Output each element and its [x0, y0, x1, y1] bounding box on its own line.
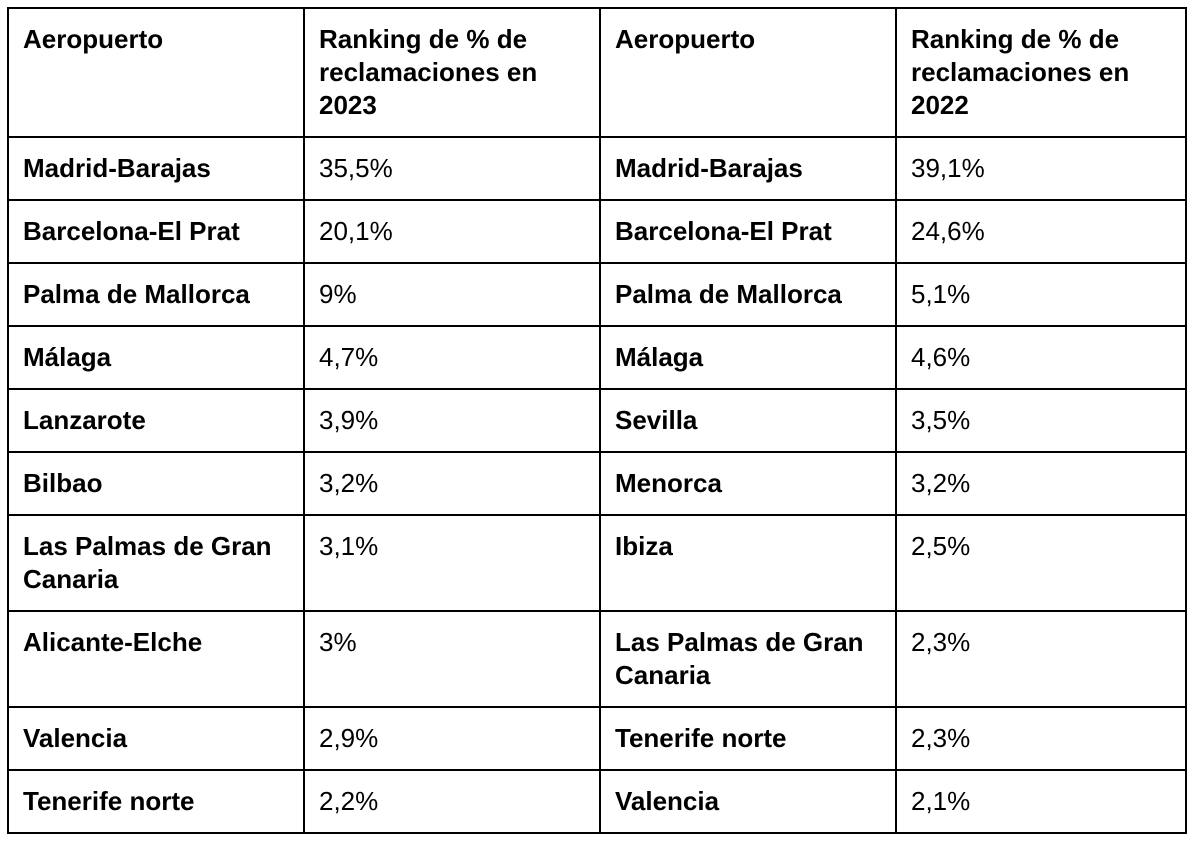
airport-2023-cell: Bilbao	[7, 451, 305, 516]
airport-2023-cell: Tenerife norte	[7, 769, 305, 834]
percent-2023-cell: 20,1%	[303, 199, 601, 264]
percent-2023-cell: 3,2%	[303, 451, 601, 516]
airport-2023-cell: Madrid-Barajas	[7, 136, 305, 201]
airport-2022-cell: Málaga	[599, 325, 897, 390]
percent-2022-cell: 3,2%	[895, 451, 1187, 516]
airport-2022-cell: Palma de Mallorca	[599, 262, 897, 327]
percent-2023-cell: 3%	[303, 610, 601, 708]
airport-2023-cell: Valencia	[7, 706, 305, 771]
percent-2023-cell: 4,7%	[303, 325, 601, 390]
airport-2022-cell: Valencia	[599, 769, 897, 834]
table-row: Barcelona-El Prat 20,1% Barcelona-El Pra…	[7, 199, 1187, 264]
airport-2023-cell: Málaga	[7, 325, 305, 390]
header-ranking-2022: Ranking de % de reclamaciones en 2022	[895, 7, 1187, 138]
airport-2022-cell: Madrid-Barajas	[599, 136, 897, 201]
table-container: Aeropuerto Ranking de % de reclamaciones…	[7, 7, 1187, 834]
percent-2022-cell: 39,1%	[895, 136, 1187, 201]
header-airport-2022: Aeropuerto	[599, 7, 897, 138]
table-row: Palma de Mallorca 9% Palma de Mallorca 5…	[7, 262, 1187, 327]
table-row: Málaga 4,7% Málaga 4,6%	[7, 325, 1187, 390]
percent-2022-cell: 2,5%	[895, 514, 1187, 612]
airport-2023-cell: Las Palmas de Gran Canaria	[7, 514, 305, 612]
percent-2022-cell: 4,6%	[895, 325, 1187, 390]
table-row: Valencia 2,9% Tenerife norte 2,3%	[7, 706, 1187, 771]
airport-2023-cell: Alicante-Elche	[7, 610, 305, 708]
percent-2022-cell: 2,3%	[895, 706, 1187, 771]
airport-2022-cell: Sevilla	[599, 388, 897, 453]
header-ranking-2023: Ranking de % de reclamaciones en 2023	[303, 7, 601, 138]
table-row: Alicante-Elche 3% Las Palmas de Gran Can…	[7, 610, 1187, 708]
percent-2023-cell: 9%	[303, 262, 601, 327]
airport-2023-cell: Barcelona-El Prat	[7, 199, 305, 264]
percent-2022-cell: 2,1%	[895, 769, 1187, 834]
percent-2023-cell: 2,2%	[303, 769, 601, 834]
airport-2023-cell: Lanzarote	[7, 388, 305, 453]
table-row: Madrid-Barajas 35,5% Madrid-Barajas 39,1…	[7, 136, 1187, 201]
percent-2023-cell: 3,1%	[303, 514, 601, 612]
percent-2023-cell: 3,9%	[303, 388, 601, 453]
airport-claims-table: Aeropuerto Ranking de % de reclamaciones…	[7, 7, 1187, 834]
airport-2022-cell: Tenerife norte	[599, 706, 897, 771]
airport-2022-cell: Las Palmas de Gran Canaria	[599, 610, 897, 708]
table-row: Tenerife norte 2,2% Valencia 2,1%	[7, 769, 1187, 834]
percent-2022-cell: 2,3%	[895, 610, 1187, 708]
header-row: Aeropuerto Ranking de % de reclamaciones…	[7, 7, 1187, 138]
airport-2023-cell: Palma de Mallorca	[7, 262, 305, 327]
airport-2022-cell: Menorca	[599, 451, 897, 516]
airport-2022-cell: Ibiza	[599, 514, 897, 612]
header-airport-2023: Aeropuerto	[7, 7, 305, 138]
table-row: Las Palmas de Gran Canaria 3,1% Ibiza 2,…	[7, 514, 1187, 612]
percent-2022-cell: 5,1%	[895, 262, 1187, 327]
table-row: Bilbao 3,2% Menorca 3,2%	[7, 451, 1187, 516]
percent-2022-cell: 3,5%	[895, 388, 1187, 453]
percent-2023-cell: 35,5%	[303, 136, 601, 201]
airport-2022-cell: Barcelona-El Prat	[599, 199, 897, 264]
table-row: Lanzarote 3,9% Sevilla 3,5%	[7, 388, 1187, 453]
percent-2023-cell: 2,9%	[303, 706, 601, 771]
percent-2022-cell: 24,6%	[895, 199, 1187, 264]
